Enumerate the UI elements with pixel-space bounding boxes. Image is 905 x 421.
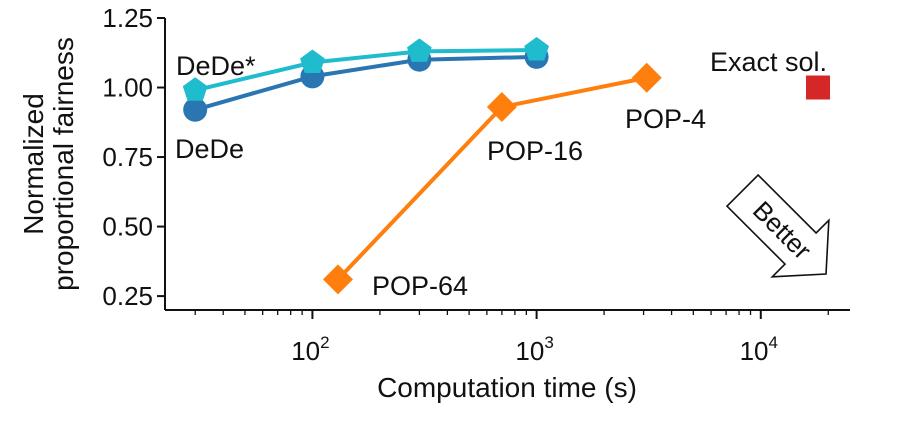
x-tick-label: 104 — [740, 333, 778, 366]
y-axis-title-line-1: Normalized — [18, 93, 49, 235]
x-tick-base: 10 — [740, 336, 769, 366]
dede-series-line — [194, 54, 537, 112]
y-tick-label: 1.25 — [102, 3, 153, 33]
exact-sol-point — [806, 75, 831, 100]
dede-star-point — [182, 77, 208, 101]
y-tick-label: 0.75 — [102, 142, 153, 172]
x-tick-label: 102 — [291, 333, 329, 366]
exact-sol-label: Exact sol. — [710, 47, 827, 77]
y-axis-title-line-2: proportional fairness — [48, 37, 79, 291]
pop-point — [486, 91, 517, 122]
pop-point — [631, 62, 662, 93]
dede-star-series-line — [194, 48, 537, 93]
dede-star-point — [407, 38, 432, 62]
pop-64-label: POP-64 — [372, 271, 468, 301]
dede-label: DeDe — [175, 134, 244, 164]
dede-star-label: DeDe* — [176, 51, 256, 81]
axes — [164, 18, 850, 311]
dede-point — [183, 97, 208, 122]
series-layer — [182, 37, 831, 295]
pop-16-label: POP-16 — [487, 136, 583, 166]
x-tick-label: 103 — [515, 333, 553, 366]
better-arrow-shape — [725, 173, 830, 278]
better-arrow: Better — [725, 173, 830, 278]
x-tick-base: 10 — [515, 336, 544, 366]
x-tick-exponent: 2 — [320, 333, 329, 352]
y-tick-label: 0.50 — [102, 212, 153, 242]
y-tick-label: 1.00 — [102, 73, 153, 103]
y-ticks: 0.25 0.50 0.75 1.00 1.25 — [102, 3, 165, 311]
dede-star-point — [524, 37, 549, 61]
pop-4-label: POP-4 — [625, 104, 706, 134]
x-ticks: 102 103 104 — [194, 310, 829, 366]
x-tick-exponent: 4 — [769, 333, 778, 352]
pop-point — [322, 264, 353, 295]
x-tick-exponent: 3 — [544, 333, 553, 352]
annotations: DeDe* DeDe Exact sol. POP-4 POP-16 POP-6… — [175, 47, 827, 301]
dede-star-point — [300, 49, 325, 73]
x-tick-base: 10 — [291, 336, 320, 366]
y-tick-label: 0.25 — [102, 281, 153, 311]
x-axis-title: Computation time (s) — [377, 372, 637, 403]
